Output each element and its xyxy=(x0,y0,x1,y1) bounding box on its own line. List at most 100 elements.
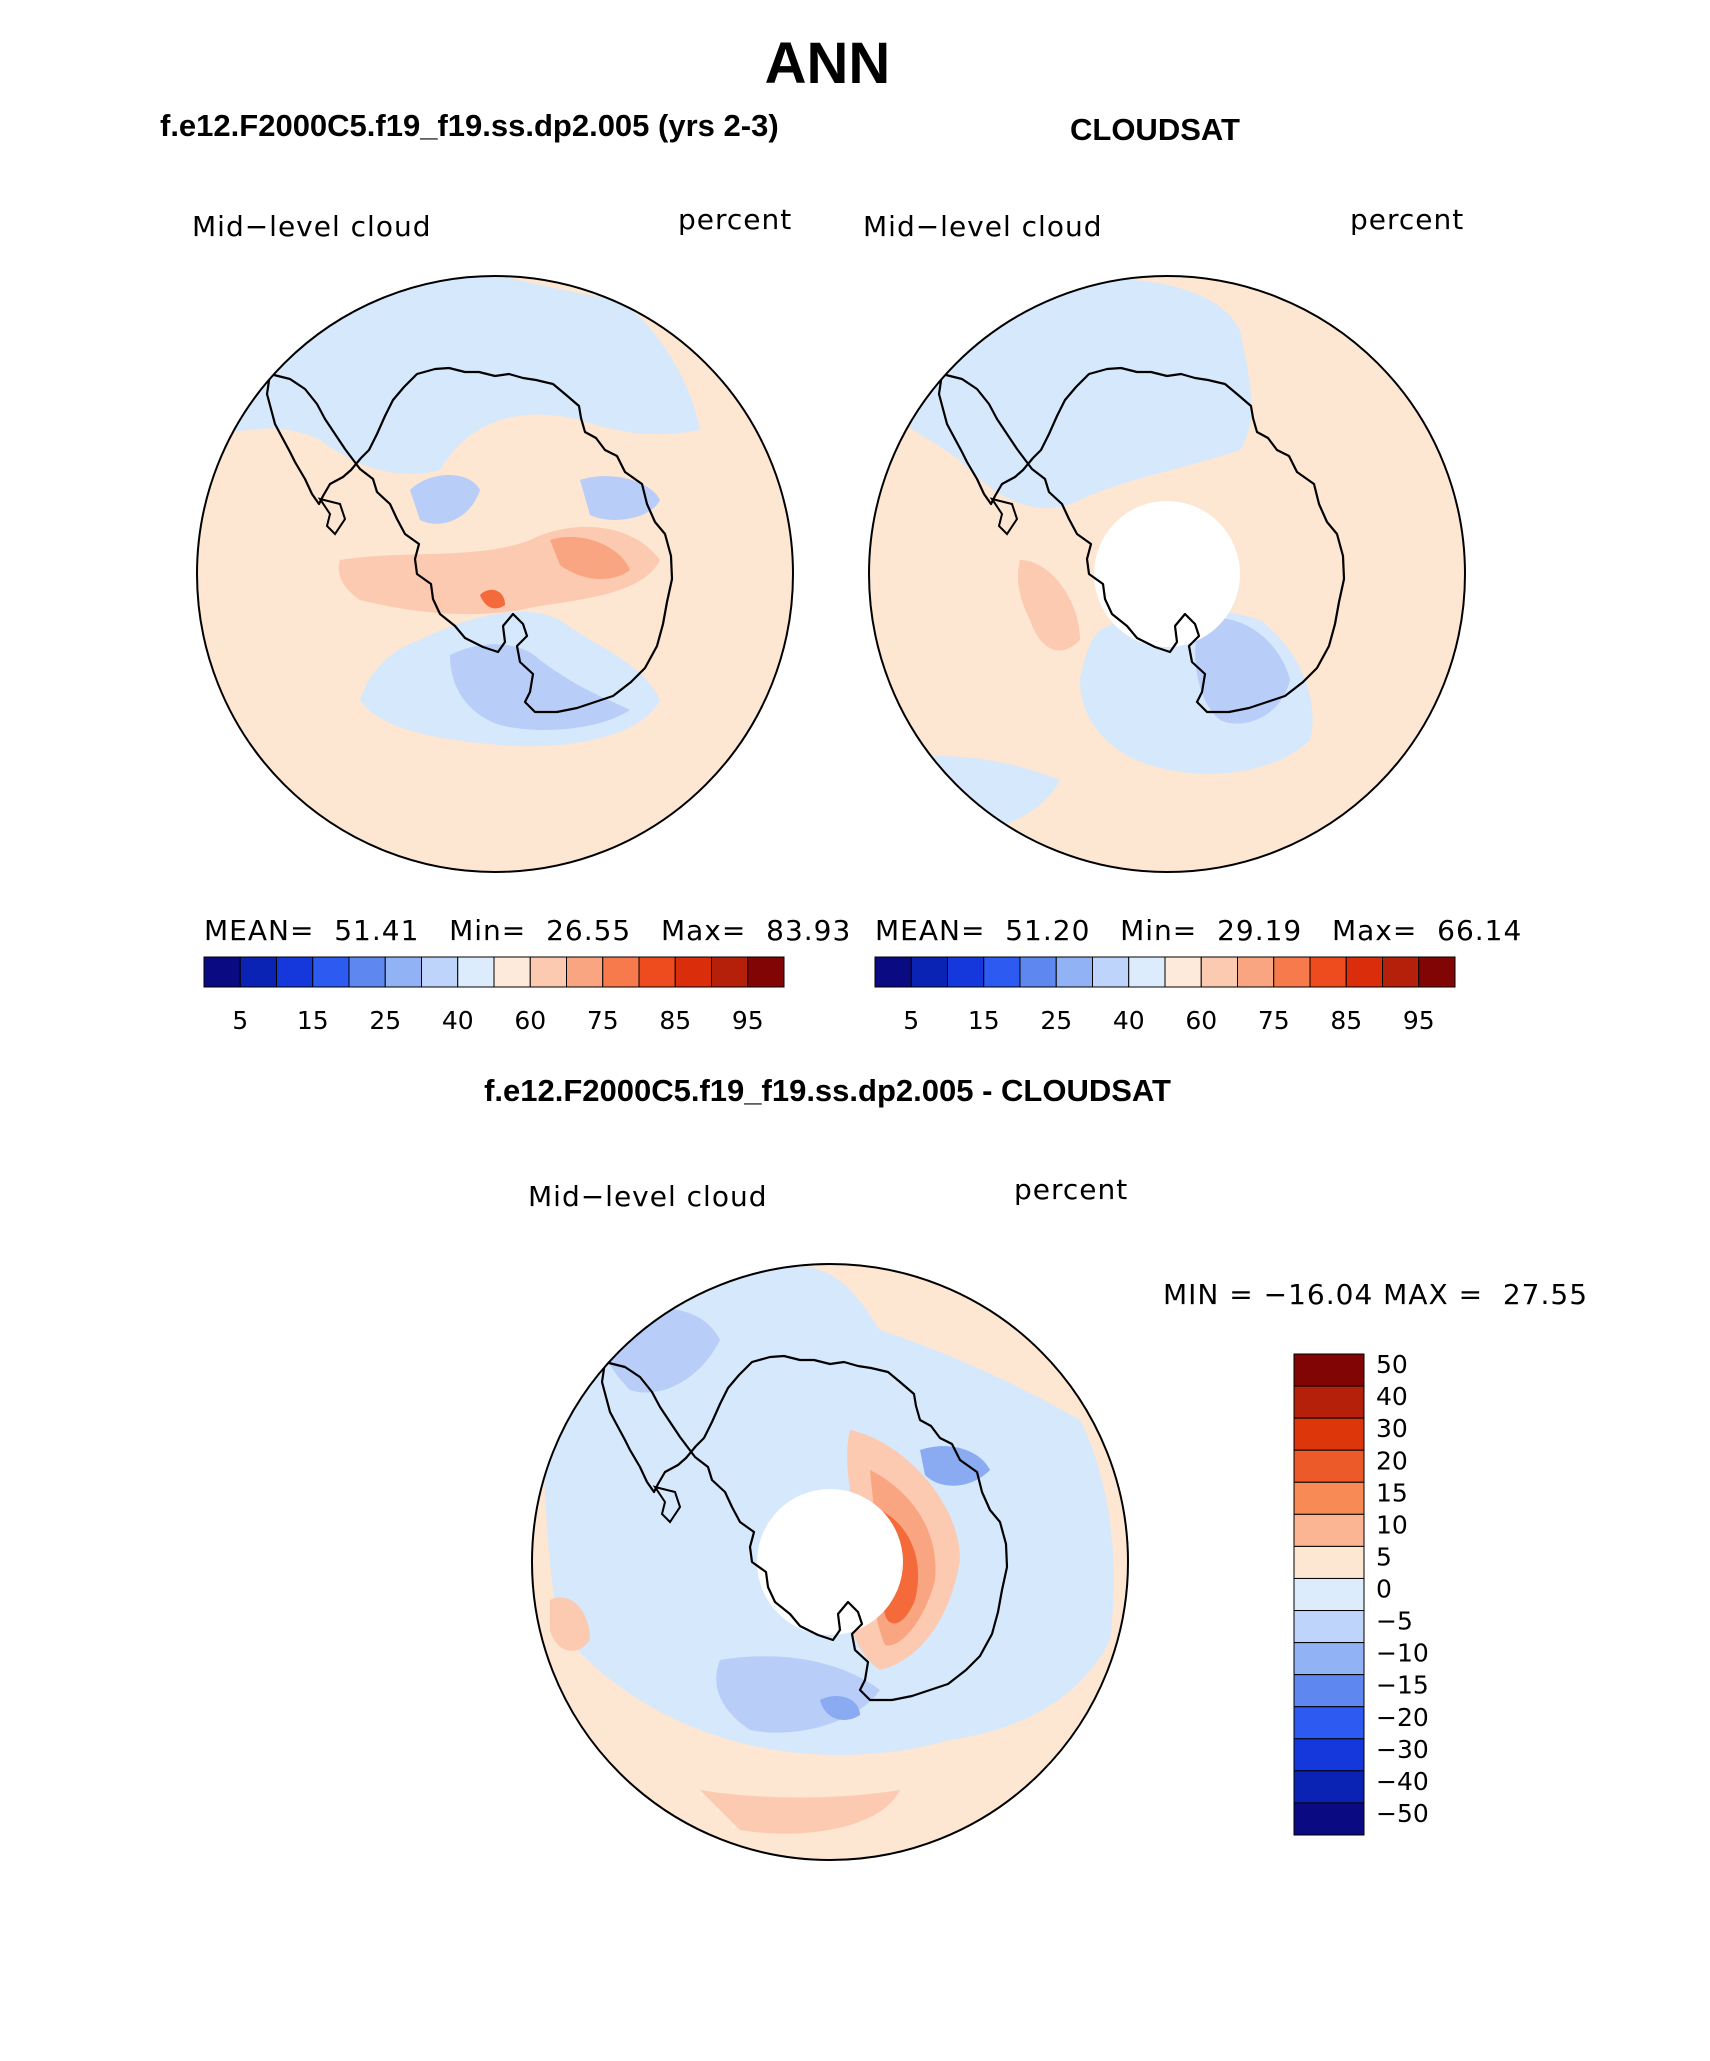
diff-colorbar-swatch xyxy=(1293,1449,1365,1483)
left-colorbar-swatch xyxy=(276,956,314,988)
left-colorbar-swatch xyxy=(638,956,676,988)
left-colorbar-tick-label: 25 xyxy=(369,1006,401,1035)
diff-colorbar-tick-label: −50 xyxy=(1376,1799,1429,1828)
right-units-label: percent xyxy=(1350,203,1465,236)
right-colorbar-tick-label: 40 xyxy=(1113,1006,1145,1035)
diff-colorbar-tick-label: −5 xyxy=(1376,1607,1413,1636)
diff-colorbar-tick-label: 15 xyxy=(1376,1478,1408,1507)
left-colorbar-swatch xyxy=(566,956,604,988)
right-max-value: 66.14 xyxy=(1437,914,1523,947)
left-colorbar-tick-label: 95 xyxy=(732,1006,764,1035)
diff-colorbar-swatch xyxy=(1293,1610,1365,1644)
diff-region-light-orange-south xyxy=(700,1790,900,1834)
right-min-value: 29.19 xyxy=(1217,914,1303,947)
left-map xyxy=(197,276,793,872)
right-colorbar-swatch xyxy=(1345,956,1383,988)
left-region-red xyxy=(480,589,505,609)
left-variable-label: Mid−level cloud xyxy=(192,210,432,243)
right-colorbar-swatch xyxy=(1200,956,1238,988)
diff-map-border xyxy=(531,1263,1129,1861)
right-colorbar-swatch xyxy=(1273,956,1311,988)
left-colorbar-swatch xyxy=(457,956,495,988)
diff-colorbar-tick-label: 20 xyxy=(1376,1446,1408,1475)
left-colorbar: 5 15 25 40 60 75 85 95 xyxy=(203,956,785,1035)
right-colorbar: 5 15 25 40 60 75 85 95 xyxy=(874,956,1456,1035)
right-colorbar-swatch xyxy=(1309,956,1347,988)
left-max-label: Max= xyxy=(660,914,747,947)
diff-colorbar-swatch xyxy=(1293,1738,1365,1772)
right-colorbar-swatch xyxy=(1418,956,1456,988)
left-colorbar-tick-label: 60 xyxy=(514,1006,546,1035)
right-region-medium-blue xyxy=(1195,618,1290,724)
left-min-value: 26.55 xyxy=(546,914,632,947)
diff-colorbar-swatch xyxy=(1293,1385,1365,1419)
left-max-value: 83.93 xyxy=(766,914,852,947)
diff-colorbar-tick-label: −30 xyxy=(1376,1735,1429,1764)
diff-colorbar-swatch xyxy=(1293,1770,1365,1804)
right-panel-title: CLOUDSAT xyxy=(1070,112,1240,147)
left-mean-value: 51.41 xyxy=(334,914,420,947)
right-colorbar-tick-label: 5 xyxy=(903,1006,919,1035)
right-colorbar-swatch xyxy=(1019,956,1057,988)
left-panel-title: f.e12.F2000C5.f19_f19.ss.dp2.005 (yrs 2-… xyxy=(160,108,779,143)
left-colorbar-tick-label: 40 xyxy=(442,1006,474,1035)
diff-region-light-orange-west xyxy=(550,1597,590,1651)
right-region-light-orange xyxy=(1018,560,1080,651)
right-min-label: Min= xyxy=(1120,914,1198,947)
diff-region-blue-east xyxy=(920,1446,990,1486)
diff-missing-data-hole xyxy=(757,1489,903,1635)
right-colorbar-swatch xyxy=(1128,956,1166,988)
left-colorbar-swatch xyxy=(602,956,640,988)
diff-min-label: MIN = xyxy=(1163,1278,1254,1311)
diff-colorbar-swatch xyxy=(1293,1481,1365,1515)
right-colorbar-swatch xyxy=(983,956,1021,988)
right-mean-label: MEAN= xyxy=(875,914,986,947)
right-stats: MEAN= 51.20 Min= 29.19 Max= 66.14 xyxy=(875,914,1522,947)
left-colorbar-swatch xyxy=(493,956,531,988)
right-max-label: Max= xyxy=(1331,914,1418,947)
diff-units-label: percent xyxy=(1014,1173,1129,1206)
main-title: ANN xyxy=(764,31,891,96)
right-colorbar-tick-label: 25 xyxy=(1040,1006,1072,1035)
left-colorbar-swatch xyxy=(421,956,459,988)
diff-colorbar-tick-label: −10 xyxy=(1376,1639,1429,1668)
diff-variable-label: Mid−level cloud xyxy=(528,1180,768,1213)
left-map-border xyxy=(196,275,794,873)
diff-colorbar-swatch xyxy=(1293,1706,1365,1740)
left-colorbar-swatch xyxy=(239,956,277,988)
diff-colorbar-tick-label: 30 xyxy=(1376,1414,1408,1443)
right-colorbar-swatch xyxy=(910,956,948,988)
left-colorbar-swatch xyxy=(348,956,386,988)
left-colorbar-swatch xyxy=(384,956,422,988)
diff-max-label: MAX = xyxy=(1383,1278,1484,1311)
diff-colorbar-tick-label: −15 xyxy=(1376,1671,1429,1700)
diff-colorbar-swatch xyxy=(1293,1353,1365,1387)
left-colorbar-swatch xyxy=(529,956,567,988)
right-colorbar-tick-label: 15 xyxy=(968,1006,1000,1035)
left-colorbar-tick-label: 85 xyxy=(659,1006,691,1035)
right-colorbar-swatch xyxy=(947,956,985,988)
diff-colorbar-tick-label: 0 xyxy=(1376,1575,1392,1604)
right-colorbar-swatch xyxy=(1055,956,1093,988)
right-colorbar-tick-label: 95 xyxy=(1403,1006,1435,1035)
left-colorbar-swatch xyxy=(711,956,749,988)
right-colorbar-tick-label: 75 xyxy=(1258,1006,1290,1035)
diff-colorbar-swatch xyxy=(1293,1802,1365,1836)
left-colorbar-swatch xyxy=(674,956,712,988)
right-colorbar-swatch xyxy=(874,956,912,988)
left-stats: MEAN= 51.41 Min= 26.55 Max= 83.93 xyxy=(204,914,851,947)
diff-colorbar-tick-label: 40 xyxy=(1376,1382,1408,1411)
right-colorbar-swatch xyxy=(1237,956,1275,988)
left-region-medium-blue-south xyxy=(450,644,630,730)
left-min-label: Min= xyxy=(449,914,527,947)
diff-colorbar-tick-label: −20 xyxy=(1376,1703,1429,1732)
left-region-medium-blue-west xyxy=(410,475,480,524)
diff-colorbar-swatch xyxy=(1293,1577,1365,1612)
right-mean-value: 51.20 xyxy=(1005,914,1091,947)
right-map-border xyxy=(868,275,1466,873)
left-colorbar-swatch xyxy=(747,956,785,988)
diff-colorbar-tick-label: 10 xyxy=(1376,1510,1408,1539)
left-region-orange xyxy=(550,536,630,580)
